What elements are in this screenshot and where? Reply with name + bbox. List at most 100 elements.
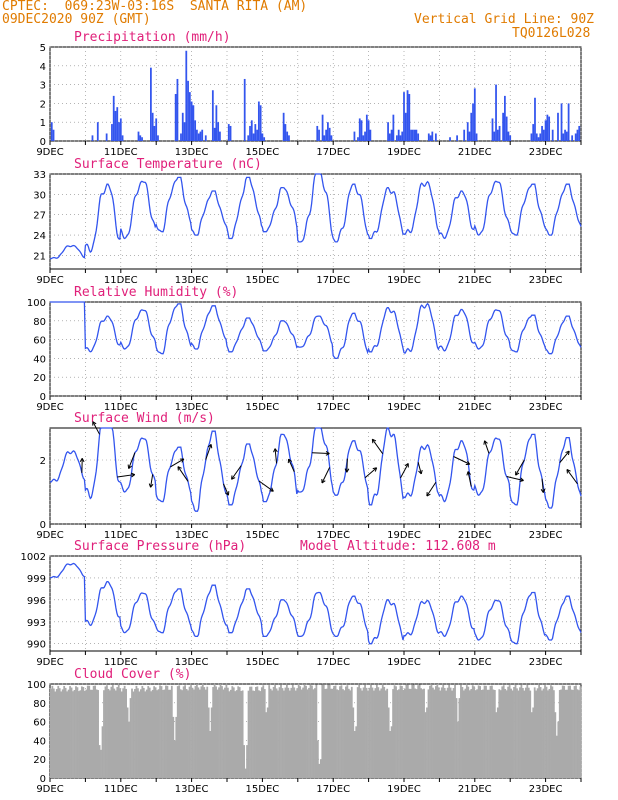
precip-bar: [330, 135, 333, 141]
panel-title: Cloud Cover (%): [74, 667, 191, 682]
precip-bar: [196, 129, 198, 141]
cloud-bar: [67, 689, 70, 778]
cloud-bar: [178, 685, 181, 778]
x-tick-label: 11DEC: [104, 784, 138, 795]
cloud-bar: [194, 686, 197, 778]
wind-arrow-head: [519, 477, 524, 483]
cloud-bar: [259, 691, 262, 778]
precip-bar: [91, 135, 94, 141]
precip-bar: [360, 120, 363, 141]
cloud-bar: [75, 686, 77, 778]
precip-bar: [211, 90, 214, 141]
cloud-bar: [398, 689, 400, 778]
cloud-bar: [129, 698, 132, 778]
cloud-bar: [402, 689, 405, 778]
panel-frame: [49, 427, 582, 525]
wind-arrow-head: [325, 451, 330, 456]
cloud-bar: [120, 691, 123, 778]
wind-arrow: [426, 481, 437, 497]
cloud-bar: [244, 768, 247, 778]
x-tick-label: 13DEC: [175, 275, 209, 286]
cloud-bar: [135, 685, 138, 778]
cloud-bar: [516, 688, 518, 778]
precip-bar: [534, 97, 536, 141]
cloud-bar: [176, 686, 179, 778]
precip-bar: [321, 114, 324, 141]
precip-bar: [151, 112, 154, 141]
precip-bar: [403, 92, 405, 141]
cloud-bar: [567, 685, 570, 778]
precip-bar: [327, 122, 329, 141]
x-tick-label: 11DEC: [104, 275, 138, 286]
cloud-bar: [381, 685, 384, 778]
cloud-bar: [252, 690, 254, 778]
x-tick-label: 11DEC: [104, 402, 138, 413]
cloud-bar: [172, 716, 175, 778]
cloud-bar: [396, 690, 399, 778]
cloud-bar: [373, 690, 375, 778]
cloud-bar: [522, 688, 524, 778]
precip-bar: [150, 67, 152, 141]
series-line: [49, 427, 582, 512]
panel-2: 0 20 40 60 80 100 9DEC 11DEC 13DEC 15DEC 17DEC 19DE…: [27, 285, 582, 413]
wind-arrow-head: [404, 463, 409, 468]
cloud-bar: [113, 688, 116, 778]
wind-arrow: [92, 421, 101, 435]
cloud-bar: [488, 689, 490, 778]
precip-bar: [112, 95, 115, 141]
cloud-bar: [386, 688, 389, 778]
cloud-bar: [221, 686, 223, 778]
cloud-bar: [134, 688, 136, 778]
x-tick-label: 15DEC: [246, 784, 280, 795]
cloud-bar: [95, 689, 98, 778]
wind-arrow-head: [418, 469, 423, 475]
cloud-bar: [123, 685, 126, 778]
x-tick-label: 17DEC: [316, 147, 350, 158]
precip-bar: [316, 125, 319, 141]
cloud-bar: [529, 690, 532, 778]
cloud-bar: [207, 707, 210, 778]
cloud-bar: [262, 685, 265, 778]
cloud-bar: [526, 684, 529, 778]
cloud-bar: [356, 687, 359, 778]
cloud-bar: [570, 689, 573, 778]
precip-bar: [185, 50, 188, 142]
series-line: [49, 173, 582, 260]
wind-arrow: [417, 462, 422, 475]
y-tick-label: 990: [27, 640, 46, 651]
cloud-bar: [451, 690, 453, 778]
precip-bar: [509, 135, 512, 141]
x-tick-label: 9DEC: [36, 530, 63, 541]
cloud-bar: [111, 685, 114, 778]
y-tick-label: 40: [33, 736, 46, 747]
y-tick-label: 4: [40, 62, 46, 73]
cloud-bar: [173, 740, 176, 778]
precip-bar: [415, 129, 418, 141]
cloud-bar: [260, 687, 263, 778]
cloud-bar: [433, 689, 436, 778]
cloud-bar: [265, 712, 268, 778]
cloud-bar: [318, 763, 321, 778]
model-altitude-label: Model Altitude: 112.608 m: [300, 539, 496, 554]
cloud-bar: [331, 688, 334, 778]
x-tick-label: 15DEC: [246, 530, 280, 541]
wind-arrow-head: [231, 475, 236, 480]
cloud-bar: [215, 686, 217, 778]
cloud-bar: [436, 684, 439, 778]
y-tick-label: 60: [33, 336, 46, 347]
cloud-bar: [390, 726, 393, 778]
precip-bar: [141, 137, 143, 141]
cloud-bar: [442, 684, 445, 778]
cloud-bar: [209, 731, 212, 778]
precip-bar: [358, 118, 361, 141]
cloud-bar: [468, 690, 471, 778]
cloud-bar: [368, 687, 371, 778]
precip-bar: [215, 105, 218, 141]
cloud-bar: [283, 690, 285, 778]
cloud-bar: [271, 690, 274, 778]
cloud-bar: [266, 707, 269, 778]
precip-bar: [157, 135, 159, 141]
cloud-bar: [193, 689, 195, 778]
precip-bar: [495, 84, 497, 141]
x-tick-label: 11DEC: [104, 530, 138, 541]
